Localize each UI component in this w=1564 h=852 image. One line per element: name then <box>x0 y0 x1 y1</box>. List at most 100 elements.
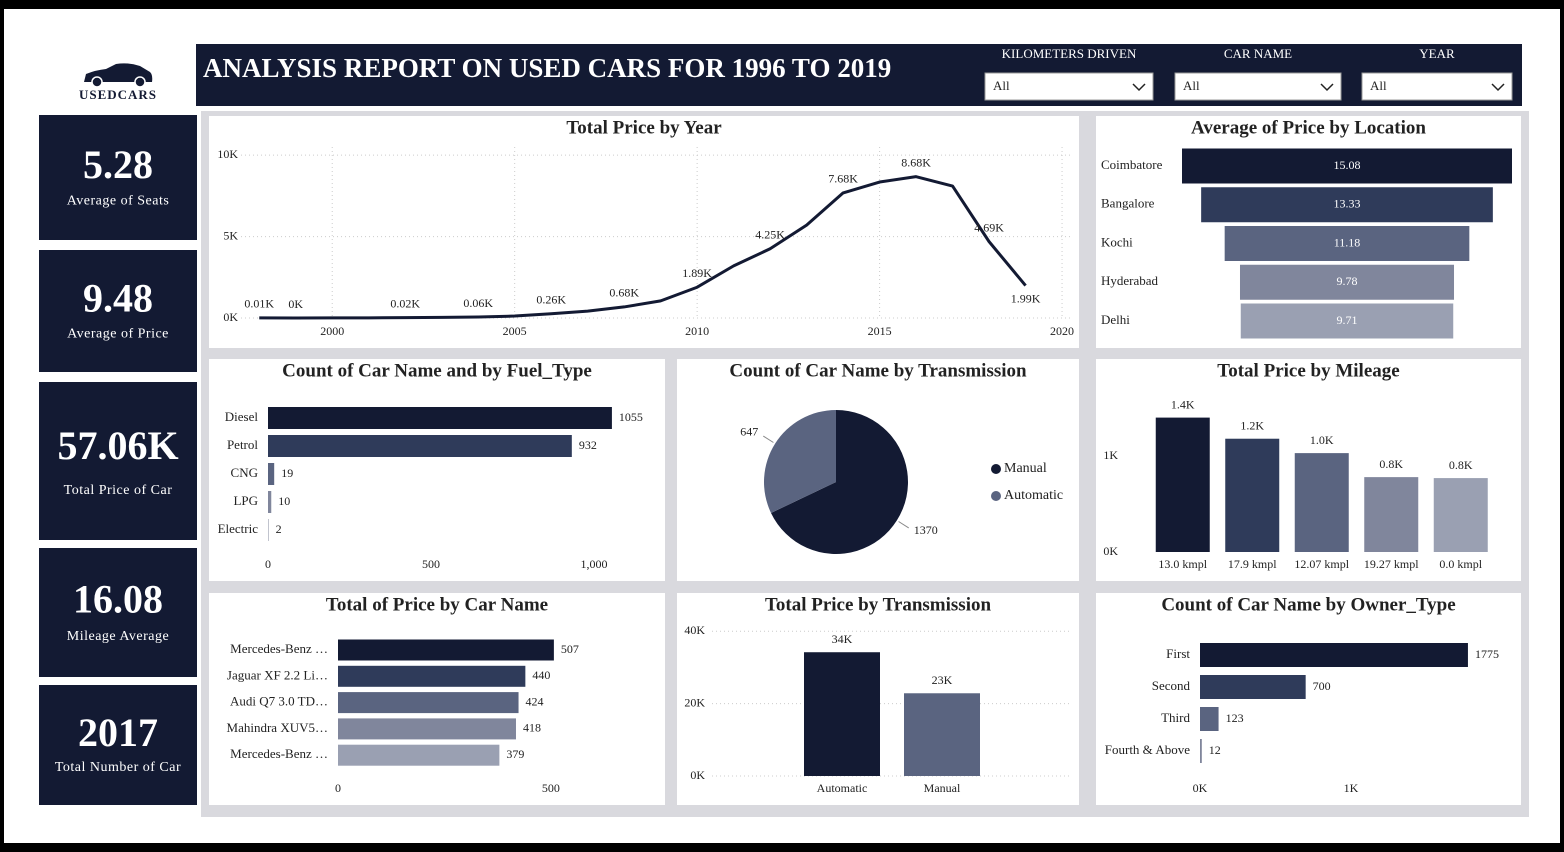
data-label: 123 <box>1226 711 1244 725</box>
x-tick-label: 17.9 kmpl <box>1228 557 1277 571</box>
filter-dropdown[interactable] <box>984 72 1154 101</box>
data-label: 424 <box>526 694 544 708</box>
x-tick-label: 1,000 <box>580 557 607 571</box>
bar <box>1155 417 1210 552</box>
data-label: 9.78 <box>1337 274 1358 288</box>
category-label: Hyderabad <box>1101 273 1159 288</box>
funnel-bar <box>1182 148 1512 184</box>
filter-dropdown[interactable] <box>1174 72 1342 101</box>
leader-line <box>898 521 909 529</box>
data-label: 0.68K <box>609 286 639 300</box>
bar <box>1225 438 1280 552</box>
category-label: LPG <box>233 493 258 508</box>
logo-wheel <box>134 76 146 88</box>
kpi-card <box>39 250 197 372</box>
category-label: Second <box>1152 678 1191 693</box>
kpi-label: Total Price of Car <box>64 483 173 498</box>
category-label: Petrol <box>227 437 258 452</box>
bar <box>1200 643 1468 667</box>
data-label: 1.99K <box>1011 291 1041 305</box>
data-label: 379 <box>506 747 524 761</box>
data-label: 8.68K <box>901 155 931 169</box>
category-label: Jaguar XF 2.2 Li… <box>227 667 328 682</box>
data-label: 11.18 <box>1334 235 1361 249</box>
category-label: Diesel <box>225 409 259 424</box>
panel <box>1096 593 1521 805</box>
chart-title: Total of Price by Car Name <box>326 594 548 615</box>
bar <box>268 407 612 429</box>
y-tick-label: 0K <box>223 310 238 324</box>
data-label: 1055 <box>619 410 643 424</box>
data-label: 1.4K <box>1171 397 1195 411</box>
y-tick-label: 0K <box>690 768 705 782</box>
data-label: 1.0K <box>1310 433 1334 447</box>
logo: USEDCARS <box>79 63 156 102</box>
filter-dropdown[interactable] <box>1361 72 1513 101</box>
chart-title: Total Price by Transmission <box>765 594 992 615</box>
pie-slice <box>771 410 908 554</box>
filter-label: KILOMETERS DRIVEN <box>1002 46 1137 61</box>
data-label: 0.01K <box>244 297 274 311</box>
panel <box>209 116 1079 348</box>
dropdown-chevron <box>1320 83 1334 92</box>
bar <box>338 665 526 687</box>
funnel-bar <box>1240 303 1454 339</box>
kpi-value: 16.08 <box>73 577 163 622</box>
data-label: 0.8K <box>1449 458 1473 472</box>
category-label: Fourth & Above <box>1105 742 1190 757</box>
kpi-value: 2017 <box>78 710 158 755</box>
category-label: Mercedes-Benz … <box>230 746 328 761</box>
x-tick-label: 2005 <box>503 324 527 338</box>
legend-label: Automatic <box>1004 488 1063 503</box>
chart-title: Count of Car Name and by Fuel_Type <box>282 360 592 381</box>
y-tick-label: 40K <box>684 623 705 637</box>
category-label: Delhi <box>1101 312 1130 327</box>
chart-title: Count of Car Name by Transmission <box>729 360 1027 381</box>
x-tick-label: Manual <box>924 781 961 795</box>
x-tick-label: 0 <box>265 557 271 571</box>
kpi-card <box>39 382 197 540</box>
data-label: 12 <box>1209 743 1221 757</box>
bar <box>338 718 516 740</box>
category-label: Coimbatore <box>1101 157 1163 172</box>
x-tick-label: 2010 <box>685 324 709 338</box>
dropdown-chevron <box>1132 83 1146 92</box>
category-label: CNG <box>231 465 258 480</box>
bar <box>268 519 269 541</box>
x-tick-label: 500 <box>422 557 440 571</box>
category-label: Mahindra XUV5… <box>227 720 328 735</box>
chart-title: Count of Car Name by Owner_Type <box>1161 594 1455 615</box>
data-label: 0K <box>288 297 303 311</box>
data-label: 15.08 <box>1334 158 1361 172</box>
data-label: 13.33 <box>1334 197 1361 211</box>
data-label: 0.02K <box>390 296 420 310</box>
funnel-bar <box>1239 264 1455 300</box>
data-label: 10 <box>278 494 290 508</box>
bar <box>804 652 880 776</box>
data-label: 932 <box>579 438 597 452</box>
kpi-card <box>39 685 197 805</box>
filter-label: YEAR <box>1419 46 1455 61</box>
kpi-label: Average of Price <box>67 326 169 341</box>
y-tick-label: 1K <box>1103 448 1118 462</box>
data-label: 1.89K <box>682 266 712 280</box>
data-label: 647 <box>740 425 758 439</box>
legend-marker <box>991 491 1001 501</box>
data-label: 2 <box>276 522 282 536</box>
data-label: 0.06K <box>463 296 493 310</box>
chart-title: Total Price by Year <box>566 117 722 138</box>
chart-title: Average of Price by Location <box>1191 117 1426 138</box>
x-tick-label: 2020 <box>1050 324 1074 338</box>
bar <box>338 744 500 766</box>
legend-label: Manual <box>1004 461 1047 476</box>
funnel-bar <box>1201 187 1493 223</box>
data-label: 0.8K <box>1379 457 1403 471</box>
y-tick-label: 20K <box>684 695 705 709</box>
x-tick-label: 13.0 kmpl <box>1158 557 1207 571</box>
filter-value: All <box>1370 78 1387 93</box>
bar <box>1200 739 1202 763</box>
data-label: 23K <box>932 673 953 687</box>
filter-value: All <box>993 78 1010 93</box>
data-label: 700 <box>1313 679 1331 693</box>
kpi-label: Mileage Average <box>67 629 169 644</box>
